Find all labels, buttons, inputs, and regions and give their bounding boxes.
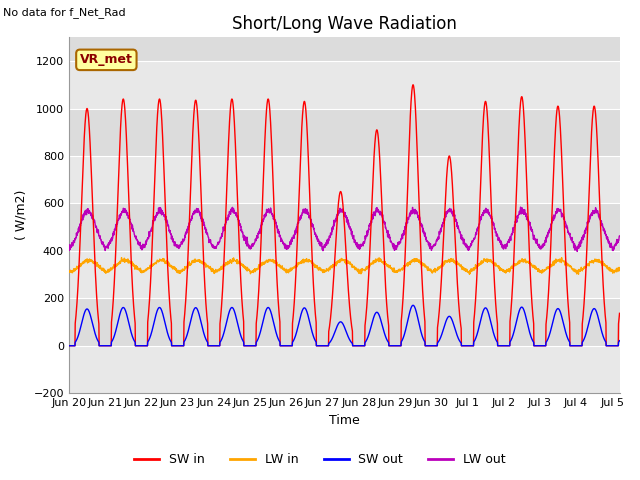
- Bar: [69, 346, 620, 393]
- Bar: [69, 251, 620, 298]
- X-axis label: Time: Time: [329, 414, 360, 427]
- Bar: [69, 298, 620, 346]
- Bar: [69, 61, 620, 108]
- Bar: [69, 156, 620, 204]
- Legend: SW in, LW in, SW out, LW out: SW in, LW in, SW out, LW out: [129, 448, 511, 471]
- Title: Short/Long Wave Radiation: Short/Long Wave Radiation: [232, 15, 457, 33]
- Bar: [69, 108, 620, 156]
- Bar: [69, 204, 620, 251]
- Text: VR_met: VR_met: [80, 53, 133, 66]
- Y-axis label: ( W/m2): ( W/m2): [15, 190, 28, 240]
- Text: No data for f_Net_Rad: No data for f_Net_Rad: [3, 7, 126, 18]
